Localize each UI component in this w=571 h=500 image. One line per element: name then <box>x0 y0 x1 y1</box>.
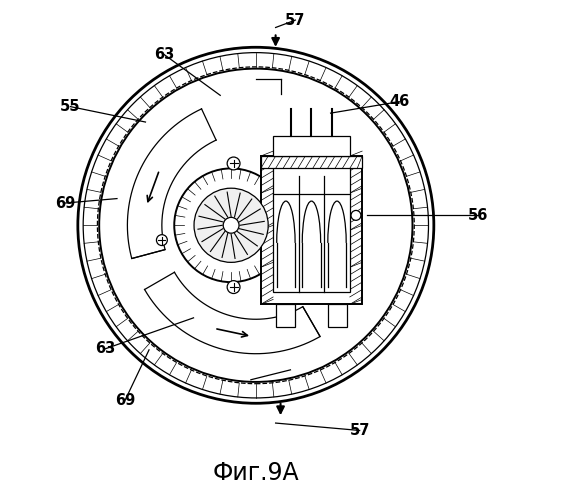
Polygon shape <box>127 109 216 258</box>
Polygon shape <box>144 272 320 353</box>
Circle shape <box>174 168 288 282</box>
Bar <box>273 156 350 292</box>
Text: 57: 57 <box>285 12 305 28</box>
Bar <box>276 304 295 326</box>
Circle shape <box>156 234 167 246</box>
Bar <box>328 304 347 326</box>
Text: 46: 46 <box>389 94 409 109</box>
Circle shape <box>194 188 268 262</box>
Text: 57: 57 <box>349 423 370 438</box>
Text: 55: 55 <box>60 99 81 114</box>
Text: 63: 63 <box>154 47 175 62</box>
Circle shape <box>227 157 240 170</box>
Circle shape <box>99 68 412 382</box>
Text: 63: 63 <box>95 342 115 356</box>
Bar <box>273 136 350 156</box>
Text: 56: 56 <box>468 208 489 223</box>
Circle shape <box>351 210 361 220</box>
Text: Фиг.9A: Фиг.9A <box>212 462 299 485</box>
Text: 69: 69 <box>55 196 75 210</box>
Bar <box>261 156 362 168</box>
Circle shape <box>223 218 239 233</box>
Circle shape <box>227 280 240 293</box>
Circle shape <box>78 48 434 404</box>
Bar <box>261 156 362 304</box>
Text: 69: 69 <box>115 394 135 408</box>
